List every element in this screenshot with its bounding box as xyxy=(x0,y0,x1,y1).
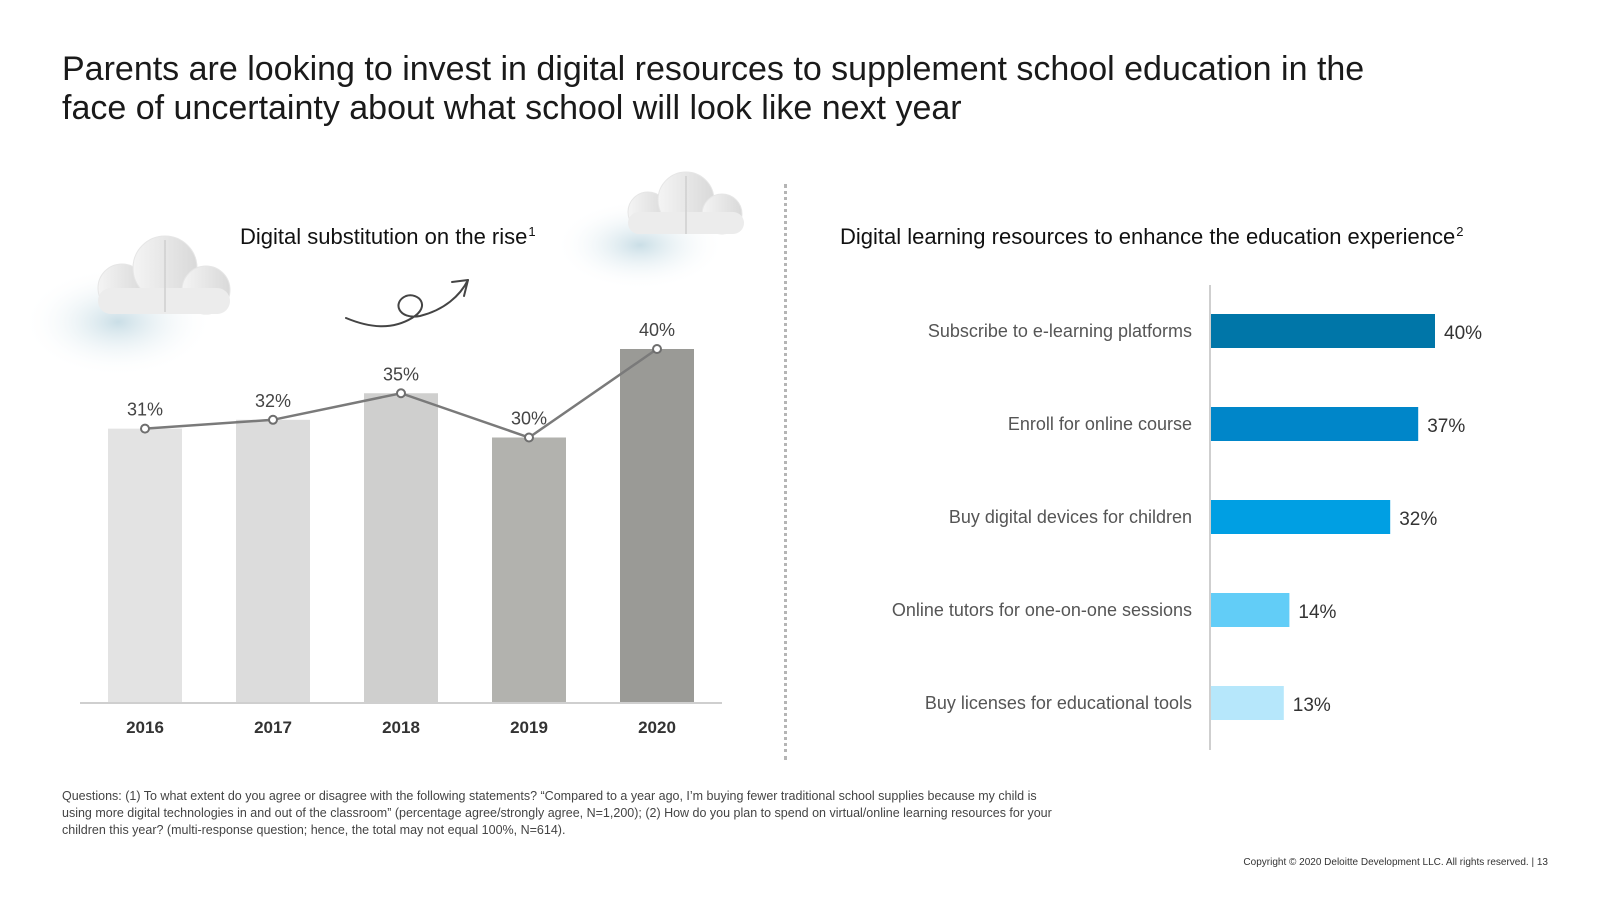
bar xyxy=(236,419,310,703)
category-label: Subscribe to e-learning platforms xyxy=(928,321,1192,341)
copyright: Copyright © 2020 Deloitte Development LL… xyxy=(1243,857,1548,868)
line-point xyxy=(140,423,150,434)
bar xyxy=(492,437,566,703)
bar xyxy=(1211,407,1419,441)
x-tick-label: 2019 xyxy=(510,718,548,737)
x-tick-label: 2020 xyxy=(638,718,676,737)
data-label: 13% xyxy=(1293,695,1331,716)
x-tick-label: 2017 xyxy=(254,718,292,737)
footnote-marker: 2 xyxy=(1456,223,1464,239)
data-label: 31% xyxy=(127,400,163,420)
x-tick-label: 2018 xyxy=(382,718,420,737)
data-label: 40% xyxy=(639,320,675,340)
bar xyxy=(1211,593,1290,627)
right-chart-title-text: Digital learning resources to enhance th… xyxy=(840,224,1456,249)
data-label: 30% xyxy=(511,409,547,429)
category-label: Enroll for online course xyxy=(1008,414,1192,434)
line-point xyxy=(652,344,662,354)
cloud-icon xyxy=(23,235,231,377)
left-chart-title-text: Digital substitution on the rise xyxy=(240,224,528,249)
x-tick-label: 2016 xyxy=(126,718,164,737)
footnote-marker: 1 xyxy=(528,223,536,239)
right-chart: Subscribe to e-learning platforms 40% Enro… xyxy=(892,285,1482,750)
data-label: 14% xyxy=(1298,602,1336,623)
bar xyxy=(1211,314,1435,348)
bar xyxy=(620,349,694,703)
left-chart: 2016 2017 2018 2019 2020 31% 32% 35% 30% 40% xyxy=(80,320,722,737)
data-label: 40% xyxy=(1444,323,1482,344)
category-label: Buy licenses for educational tools xyxy=(925,693,1192,713)
category-label: Online tutors for one-on-one sessions xyxy=(892,600,1192,620)
data-label: 32% xyxy=(1399,509,1437,530)
bar xyxy=(1211,686,1284,720)
data-label: 35% xyxy=(383,364,419,384)
cloud-icon xyxy=(555,171,744,290)
section-divider xyxy=(784,184,787,760)
data-label: 32% xyxy=(255,391,291,411)
line-point xyxy=(396,388,406,399)
bar xyxy=(108,428,182,703)
bar xyxy=(1211,500,1391,534)
line-point xyxy=(268,414,278,425)
slide-title: Parents are looking to invest in digital… xyxy=(62,50,1365,127)
data-label: 37% xyxy=(1427,416,1465,437)
line-point xyxy=(524,432,534,443)
footnote: Questions: (1) To what extent do you agr… xyxy=(62,789,1052,837)
left-chart-title: Digital substitution on the rise1 xyxy=(240,224,536,250)
upward-swirl-arrow-icon xyxy=(345,279,469,328)
category-label: Buy digital devices for children xyxy=(949,507,1192,527)
bar xyxy=(364,393,438,703)
right-chart-title: Digital learning resources to enhance th… xyxy=(840,224,1463,250)
